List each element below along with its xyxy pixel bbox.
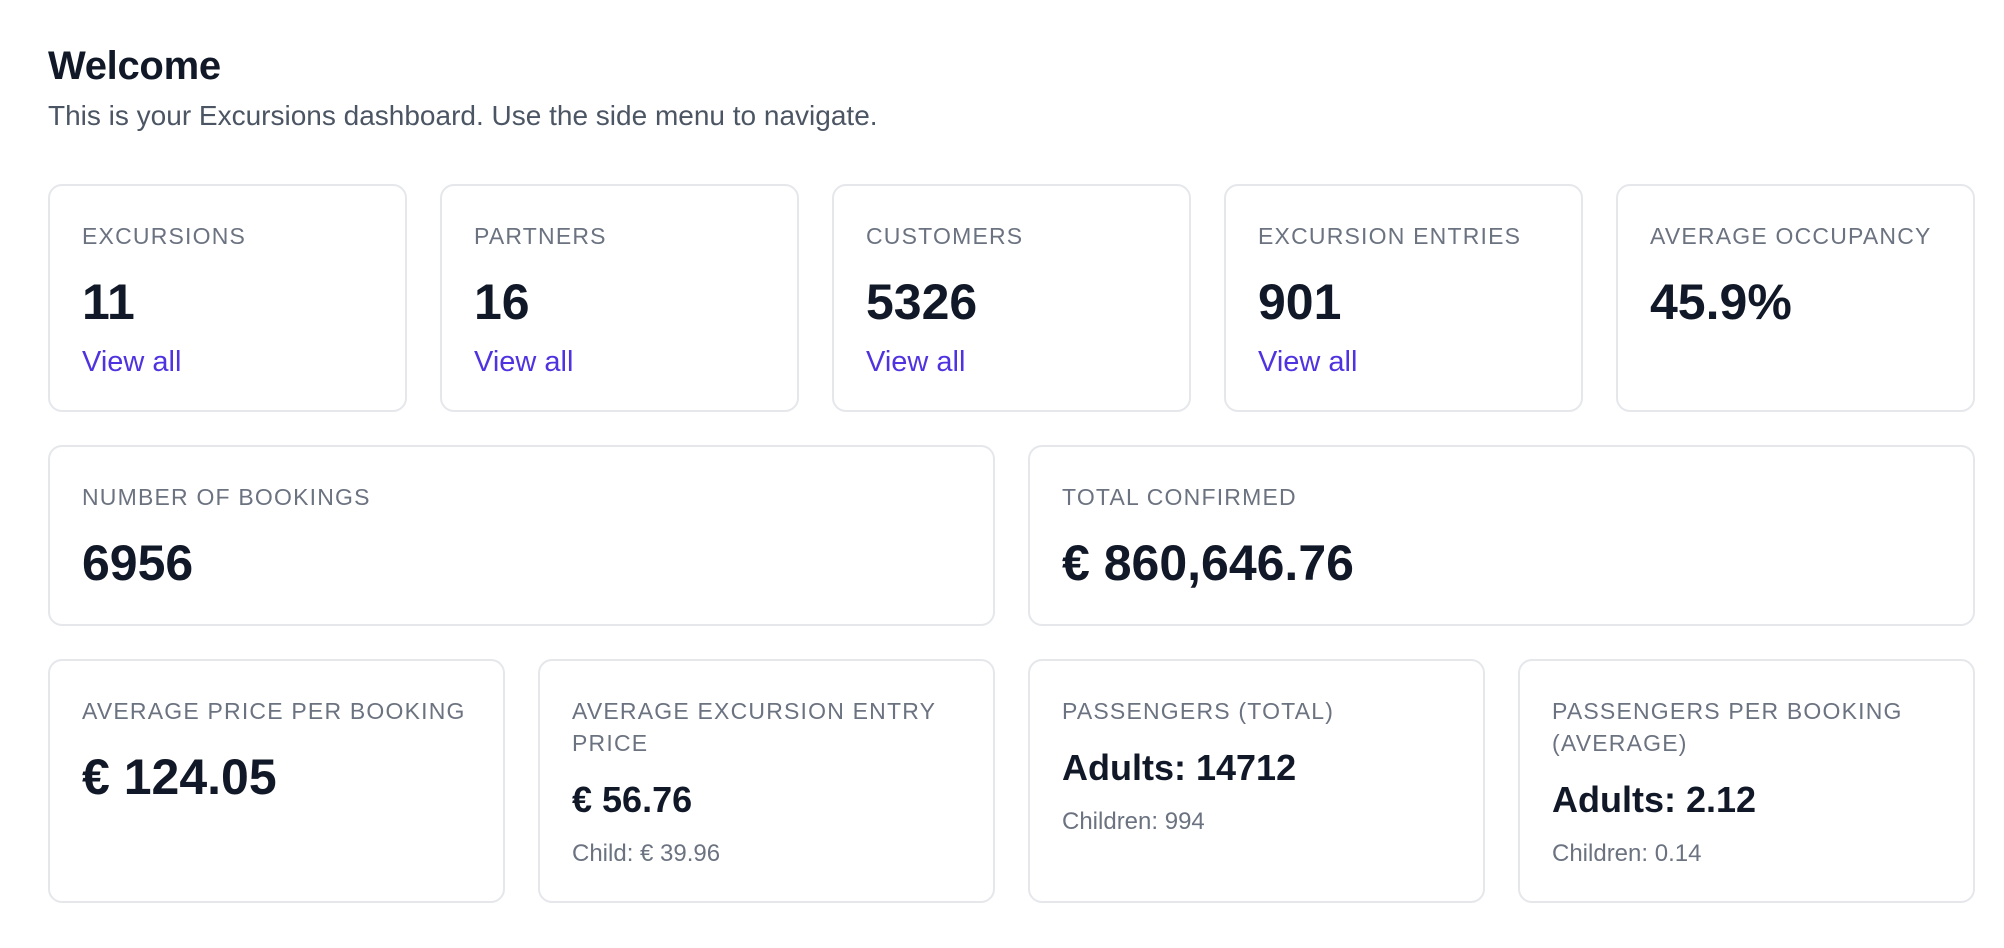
stat-value: 11: [82, 274, 135, 330]
stat-label: PARTNERS: [474, 223, 607, 249]
stat-card-total-confirmed: TOTAL CONFIRMED € 860,646.76: [1028, 445, 1975, 626]
stat-label: AVERAGE EXCURSION ENTRY PRICE: [572, 698, 936, 756]
stat-value: Adults: 14712: [1062, 747, 1297, 788]
stat-value: 5326: [866, 274, 978, 330]
stat-card-excursion-entries: EXCURSION ENTRIES 901 View all: [1224, 184, 1583, 412]
view-all-partners-link[interactable]: View all: [474, 346, 574, 378]
stat-value: € 56.76: [572, 779, 693, 820]
view-all-excursion-entries-link[interactable]: View all: [1258, 346, 1358, 378]
stat-card-customers: CUSTOMERS 5326 View all: [832, 184, 1191, 412]
stat-label: EXCURSION ENTRIES: [1258, 223, 1522, 249]
stat-detail: Child: € 39.96: [572, 840, 721, 867]
page-title: Welcome: [48, 44, 221, 88]
stat-label: CUSTOMERS: [866, 223, 1024, 249]
stat-label: AVERAGE PRICE PER BOOKING: [82, 698, 466, 724]
stat-label: PASSENGERS PER BOOKING (AVERAGE): [1552, 698, 1903, 756]
stat-card-average-occupancy: AVERAGE OCCUPANCY 45.9%: [1616, 184, 1975, 412]
stat-card-number-of-bookings: NUMBER OF BOOKINGS 6956: [48, 445, 995, 626]
stat-label: EXCURSIONS: [82, 223, 247, 249]
stats-row-bookings: NUMBER OF BOOKINGS 6956 TOTAL CONFIRMED …: [48, 445, 1975, 626]
view-all-customers-link[interactable]: View all: [866, 346, 966, 378]
stat-label: TOTAL CONFIRMED: [1062, 484, 1297, 510]
stat-card-average-price-per-booking: AVERAGE PRICE PER BOOKING € 124.05: [48, 659, 505, 903]
stats-row-primary: EXCURSIONS 11 View all PARTNERS 16 View …: [48, 184, 1975, 412]
stat-card-average-excursion-entry-price: AVERAGE EXCURSION ENTRY PRICE € 56.76 Ch…: [538, 659, 995, 903]
stat-value: € 860,646.76: [1062, 535, 1354, 591]
stats-row-averages: AVERAGE PRICE PER BOOKING € 124.05 AVERA…: [48, 659, 1975, 903]
stat-card-excursions: EXCURSIONS 11 View all: [48, 184, 407, 412]
stat-card-passengers-total: PASSENGERS (TOTAL) Adults: 14712 Childre…: [1028, 659, 1485, 903]
page-subtitle: This is your Excursions dashboard. Use t…: [48, 100, 878, 131]
stat-value: 16: [474, 274, 530, 330]
stat-detail: Children: 0.14: [1552, 840, 1702, 867]
stat-value: € 124.05: [82, 749, 277, 805]
stat-value: 6956: [82, 535, 194, 591]
stat-card-partners: PARTNERS 16 View all: [440, 184, 799, 412]
stat-value: 901: [1258, 274, 1342, 330]
view-all-excursions-link[interactable]: View all: [82, 346, 182, 378]
stat-label: PASSENGERS (TOTAL): [1062, 698, 1335, 724]
stat-label: NUMBER OF BOOKINGS: [82, 484, 371, 510]
stat-value: Adults: 2.12: [1552, 779, 1757, 820]
stat-value: 45.9%: [1650, 274, 1792, 330]
stat-detail: Children: 994: [1062, 808, 1205, 835]
stat-label: AVERAGE OCCUPANCY: [1650, 223, 1932, 249]
stat-card-passengers-per-booking: PASSENGERS PER BOOKING (AVERAGE) Adults:…: [1518, 659, 1975, 903]
